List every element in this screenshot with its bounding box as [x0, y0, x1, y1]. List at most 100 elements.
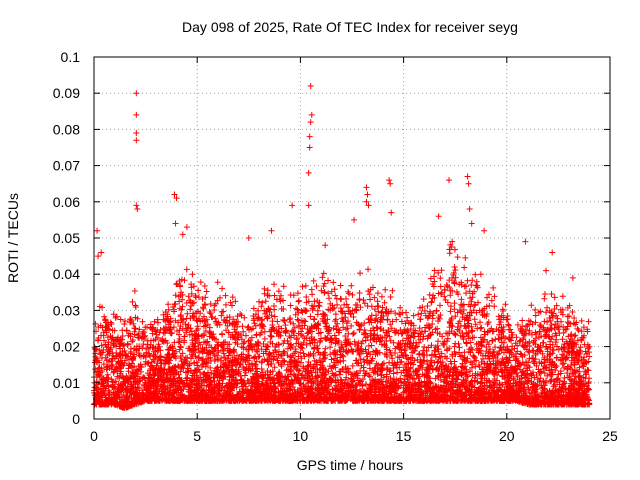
data-point: [213, 336, 220, 343]
data-point: [104, 371, 111, 378]
data-point: [336, 371, 343, 378]
data-point: [171, 301, 178, 308]
data-point: [528, 302, 535, 309]
data-point: [264, 292, 271, 299]
data-point: [469, 277, 476, 284]
data-point: [478, 324, 485, 331]
data-point: [141, 352, 148, 359]
data-point: [379, 309, 386, 316]
data-point: [419, 336, 426, 343]
data-point: [465, 335, 472, 342]
data-point: [533, 330, 540, 337]
data-point: [301, 353, 308, 360]
data-point: [278, 325, 285, 332]
data-point: [322, 345, 329, 352]
data-point: [366, 291, 373, 298]
data-point: [489, 337, 496, 344]
data-point: [294, 316, 301, 323]
data-point: [191, 313, 198, 320]
data-point: [532, 306, 539, 313]
data-point: [155, 319, 162, 326]
data-point: [130, 320, 137, 327]
data-point: [287, 292, 294, 299]
data-point: [356, 351, 363, 358]
data-point: [451, 263, 458, 270]
data-point: [365, 266, 372, 273]
data-point: [100, 361, 107, 368]
data-point: [462, 254, 469, 261]
data-point: [139, 318, 146, 325]
data-point: [206, 308, 213, 315]
data-point: [372, 306, 379, 313]
data-point: [332, 292, 339, 299]
data-point: [457, 353, 464, 360]
data-point: [447, 303, 454, 310]
data-point: [404, 355, 411, 362]
data-point: [428, 298, 435, 305]
data-point: [420, 333, 427, 340]
data-point: [345, 304, 352, 311]
data-point: [302, 282, 309, 289]
data-point: [458, 296, 465, 303]
data-point: [438, 267, 445, 274]
data-point: [523, 322, 530, 329]
data-point: [119, 332, 126, 339]
data-point: [461, 283, 468, 290]
data-point: [389, 287, 396, 294]
data-point: [586, 375, 593, 382]
data-point: [578, 317, 585, 324]
data-point: [505, 321, 512, 328]
data-point: [327, 351, 334, 358]
data-point: [279, 373, 286, 380]
data-point: [281, 318, 288, 325]
data-point: [310, 316, 317, 323]
data-point: [300, 350, 307, 357]
data-point: [222, 301, 229, 308]
data-point: [367, 296, 374, 303]
data-point: [432, 354, 439, 361]
data-point: [184, 310, 191, 317]
data-point: [467, 368, 474, 375]
grid-lines: [94, 57, 610, 419]
data-point: [96, 347, 103, 354]
data-point: [310, 364, 317, 371]
data-point: [181, 277, 188, 284]
data-point: [117, 316, 124, 323]
data-point: [314, 311, 321, 318]
x-axis-label: GPS time / hours: [297, 457, 404, 473]
data-point: [258, 359, 265, 366]
data-point: [490, 284, 497, 291]
data-point: [286, 333, 293, 340]
data-point: [155, 341, 162, 348]
data-point: [424, 335, 431, 342]
data-point: [310, 277, 317, 284]
data-point: [566, 313, 573, 320]
data-point: [378, 293, 385, 300]
data-point: [485, 291, 492, 298]
data-point: [129, 298, 136, 305]
data-point: [181, 333, 188, 340]
data-point: [173, 281, 180, 288]
data-point: [295, 298, 302, 305]
data-point: [407, 354, 414, 361]
data-point: [541, 295, 548, 302]
data-point: [171, 306, 178, 313]
data-point: [264, 343, 271, 350]
data-point: [543, 343, 550, 350]
data-point: [253, 347, 260, 354]
data-point: [121, 320, 128, 327]
data-point: [197, 279, 204, 286]
data-point: [381, 342, 388, 349]
data-point: [280, 283, 287, 290]
data-point: [336, 347, 343, 354]
data-point: [284, 345, 291, 352]
data-point: [239, 323, 246, 330]
data-point: [420, 351, 427, 358]
data-point: [299, 283, 306, 290]
data-point: [554, 375, 561, 382]
data-point: [365, 342, 372, 349]
data-point: [517, 337, 524, 344]
data-point: [420, 296, 427, 303]
data-point: [186, 347, 193, 354]
data-point: [201, 282, 208, 289]
